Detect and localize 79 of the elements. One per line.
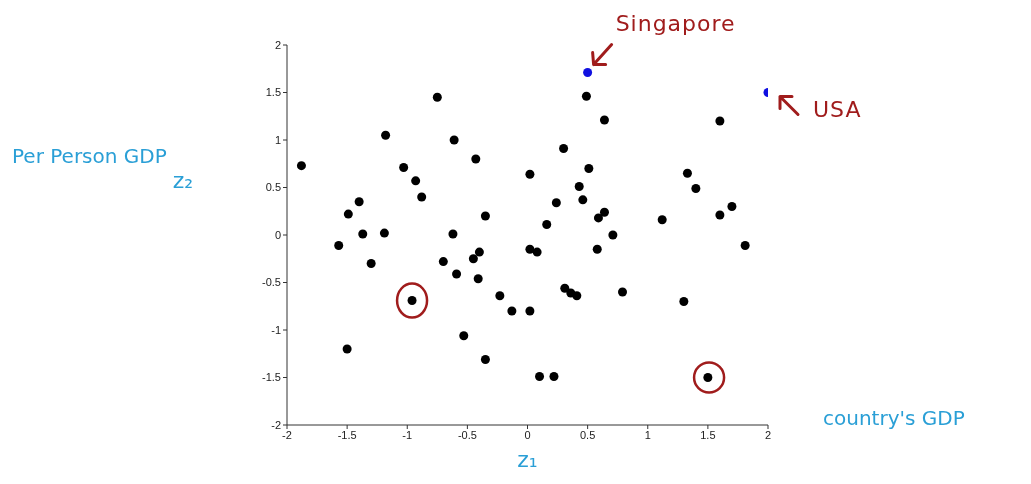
point bbox=[584, 164, 594, 173]
point bbox=[560, 283, 570, 293]
point bbox=[593, 213, 603, 223]
point bbox=[581, 91, 591, 101]
y-tick-label: -0.5 bbox=[262, 276, 281, 289]
point bbox=[715, 210, 725, 220]
point bbox=[525, 306, 535, 316]
point bbox=[459, 331, 469, 341]
x-tick-label: 0.5 bbox=[579, 428, 596, 441]
point bbox=[574, 182, 584, 192]
point bbox=[448, 229, 458, 239]
point bbox=[432, 92, 442, 102]
point bbox=[618, 287, 627, 297]
x-tick-label: -1 bbox=[402, 428, 413, 441]
point bbox=[507, 306, 517, 316]
text: country's GDP bbox=[823, 406, 965, 430]
x-tick-label: 0 bbox=[524, 428, 531, 441]
point bbox=[542, 220, 552, 230]
point bbox=[727, 202, 737, 211]
point bbox=[480, 211, 490, 221]
point bbox=[559, 144, 569, 154]
point bbox=[572, 291, 582, 301]
annotation: Singapore bbox=[615, 10, 736, 36]
point bbox=[682, 168, 692, 178]
y-tick-label: -1 bbox=[271, 323, 281, 336]
y-tick-label: -1.5 bbox=[262, 371, 281, 384]
point bbox=[334, 240, 344, 250]
point bbox=[599, 115, 609, 125]
point bbox=[578, 195, 588, 205]
point bbox=[495, 291, 505, 301]
point bbox=[549, 372, 559, 382]
point bbox=[296, 161, 306, 171]
y-tick-label: 0 bbox=[274, 228, 281, 241]
point bbox=[354, 197, 364, 207]
point bbox=[468, 254, 478, 264]
y-tick-label: 2 bbox=[274, 38, 281, 51]
point bbox=[525, 244, 535, 254]
point bbox=[449, 135, 459, 145]
point bbox=[366, 259, 376, 268]
point bbox=[532, 247, 542, 257]
point bbox=[657, 215, 667, 225]
point bbox=[342, 344, 352, 354]
x-tick-label: -2 bbox=[282, 428, 292, 441]
point bbox=[480, 354, 490, 364]
text: Per Person GDP bbox=[12, 144, 167, 168]
x-tick-label: 1.5 bbox=[700, 428, 716, 441]
point bbox=[452, 269, 462, 279]
point bbox=[411, 176, 421, 186]
point bbox=[525, 169, 535, 179]
point bbox=[599, 207, 609, 217]
point bbox=[691, 183, 701, 193]
point bbox=[399, 163, 409, 173]
point bbox=[473, 274, 483, 284]
x-tick-label: 1 bbox=[644, 428, 651, 441]
y-tick-label: 0.5 bbox=[265, 181, 281, 194]
point bbox=[608, 230, 618, 240]
y-tick-label: -2 bbox=[271, 418, 281, 431]
y-axis-title: z₂ bbox=[171, 168, 195, 193]
point bbox=[343, 209, 353, 219]
point bbox=[535, 372, 545, 382]
y-tick-label: 1 bbox=[274, 133, 281, 146]
x-axis-title: z₁ bbox=[516, 447, 539, 472]
x-tick-label: 2 bbox=[764, 428, 772, 441]
point bbox=[358, 229, 368, 239]
point bbox=[551, 198, 561, 208]
point bbox=[715, 116, 725, 126]
point bbox=[379, 228, 389, 238]
point bbox=[474, 247, 484, 257]
x-tick-label: -1.5 bbox=[337, 428, 357, 441]
point bbox=[381, 130, 391, 140]
point bbox=[740, 240, 750, 250]
point bbox=[592, 244, 602, 254]
y-tick-label: 1.5 bbox=[265, 86, 281, 99]
annotation: USA bbox=[813, 96, 862, 122]
point bbox=[417, 192, 427, 202]
x-tick-label: -0.5 bbox=[457, 428, 477, 441]
point bbox=[679, 297, 689, 306]
point bbox=[438, 257, 448, 267]
point bbox=[471, 154, 481, 164]
